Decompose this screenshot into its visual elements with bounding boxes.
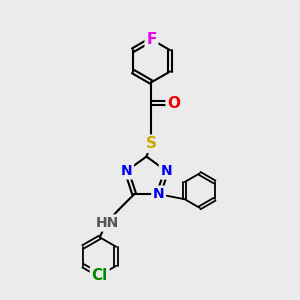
Text: H: H xyxy=(101,217,112,230)
Text: HN: HN xyxy=(96,216,119,230)
Text: F: F xyxy=(146,32,157,47)
Text: N: N xyxy=(121,164,133,178)
Text: N: N xyxy=(160,164,172,178)
Text: Cl: Cl xyxy=(92,268,108,283)
Text: S: S xyxy=(146,136,157,151)
Text: O: O xyxy=(167,95,180,110)
Text: N: N xyxy=(153,187,164,201)
